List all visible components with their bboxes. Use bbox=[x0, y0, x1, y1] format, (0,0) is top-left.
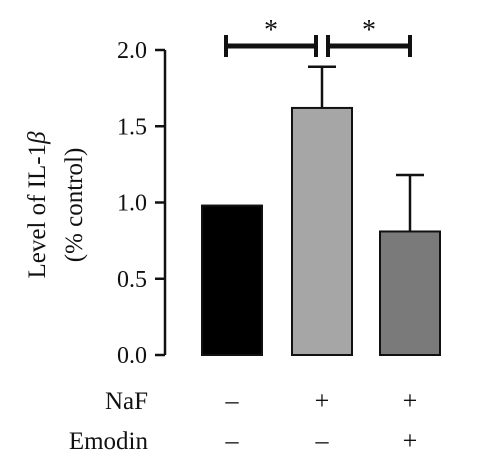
condition-value: – bbox=[315, 426, 330, 455]
y-tick-label: 1.5 bbox=[117, 114, 147, 140]
y-axis-title-beta: β bbox=[24, 131, 51, 145]
condition-value: – bbox=[225, 386, 240, 415]
y-axis-title-line1: Level of IL-1β bbox=[24, 131, 51, 279]
bar bbox=[201, 204, 263, 356]
bar bbox=[291, 106, 353, 356]
y-axis-title: Level of IL-1β (% control) bbox=[24, 131, 88, 279]
condition-value: + bbox=[403, 386, 418, 415]
y-tick-label: 2.0 bbox=[117, 38, 147, 64]
y-tick-label: 0.0 bbox=[117, 343, 147, 369]
y-tick-label: 1.0 bbox=[117, 191, 147, 217]
significance-star: * bbox=[362, 15, 376, 46]
bar bbox=[379, 230, 441, 357]
plot-area: 0.0 0.5 1.0 1.5 2.0 * * NaF – + + Emodin – – + bbox=[69, 15, 441, 455]
condition-value: + bbox=[315, 386, 330, 415]
condition-value: – bbox=[225, 426, 240, 455]
condition-value: + bbox=[403, 426, 418, 455]
condition-row-label: NaF bbox=[105, 388, 148, 415]
condition-row-label: Emodin bbox=[69, 428, 149, 455]
y-axis-title-text: Level of IL-1 bbox=[24, 144, 51, 279]
significance-star: * bbox=[264, 15, 278, 46]
y-tick-label: 0.5 bbox=[117, 267, 147, 293]
y-axis-title-line2: (% control) bbox=[61, 148, 88, 263]
